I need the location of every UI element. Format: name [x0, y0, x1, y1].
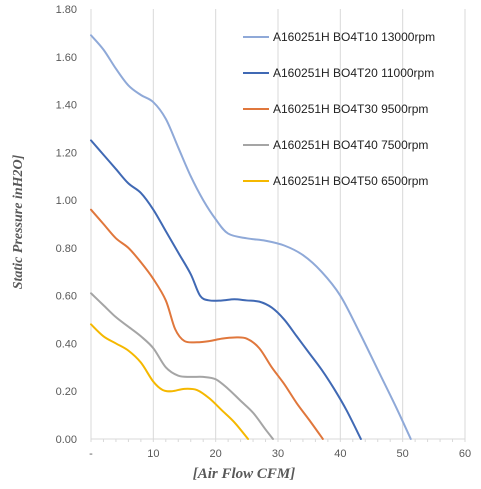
y-axis-title: Static Pressure inH2O] — [11, 154, 26, 289]
x-tick-label: 20 — [210, 448, 222, 460]
y-axis-ticks: 0.00 0.20 0.40 0.60 0.80 1.00 1.20 1.40 1.60 1.80 — [56, 4, 77, 446]
y-tick-label: 0.00 — [56, 434, 77, 446]
x-tick-label: 10 — [147, 448, 159, 460]
y-tick-label: 1.40 — [56, 100, 77, 112]
y-tick-label: 0.60 — [56, 291, 77, 303]
legend-item: A160251H BO4T20 11000rpm — [243, 66, 434, 80]
series-lines — [90, 34, 412, 440]
legend-item: A160251H BO4T30 9500rpm — [243, 102, 428, 116]
series-line-5 — [90, 323, 250, 440]
x-tick-label: - — [89, 448, 93, 460]
y-tick-label: 1.60 — [56, 52, 77, 64]
legend: A160251H BO4T10 13000rpm A160251H BO4T20 … — [243, 30, 435, 188]
y-tick-label: 0.20 — [56, 386, 77, 398]
legend-label: A160251H BO4T20 11000rpm — [273, 66, 434, 80]
legend-label: A160251H BO4T40 7500rpm — [273, 138, 428, 152]
series-line-2 — [90, 139, 362, 440]
y-tick-label: 1.80 — [56, 4, 77, 16]
y-tick-label: 0.40 — [56, 338, 77, 350]
x-tick-label: 50 — [397, 448, 409, 460]
legend-item: A160251H BO4T50 6500rpm — [243, 174, 428, 188]
series-line-1 — [90, 34, 412, 440]
x-tick-label: 40 — [334, 448, 346, 460]
y-tick-label: 1.20 — [56, 147, 77, 159]
legend-label: A160251H BO4T10 13000rpm — [273, 30, 435, 44]
y-tick-label: 0.80 — [56, 243, 77, 255]
gridlines — [90, 9, 466, 439]
legend-item: A160251H BO4T10 13000rpm — [243, 30, 435, 44]
series-line-3 — [90, 208, 324, 440]
x-tick-label: 60 — [459, 448, 471, 460]
y-tick-label: 1.00 — [56, 195, 77, 207]
x-tick-label: 30 — [272, 448, 284, 460]
legend-label: A160251H BO4T50 6500rpm — [273, 174, 428, 188]
series-line-4 — [90, 292, 275, 440]
x-axis-ticks: - 10 20 30 40 50 60 — [89, 439, 471, 460]
x-axis-title: [Air Flow CFM] — [193, 466, 296, 482]
legend-item: A160251H BO4T40 7500rpm — [243, 138, 428, 152]
legend-label: A160251H BO4T30 9500rpm — [273, 102, 428, 116]
